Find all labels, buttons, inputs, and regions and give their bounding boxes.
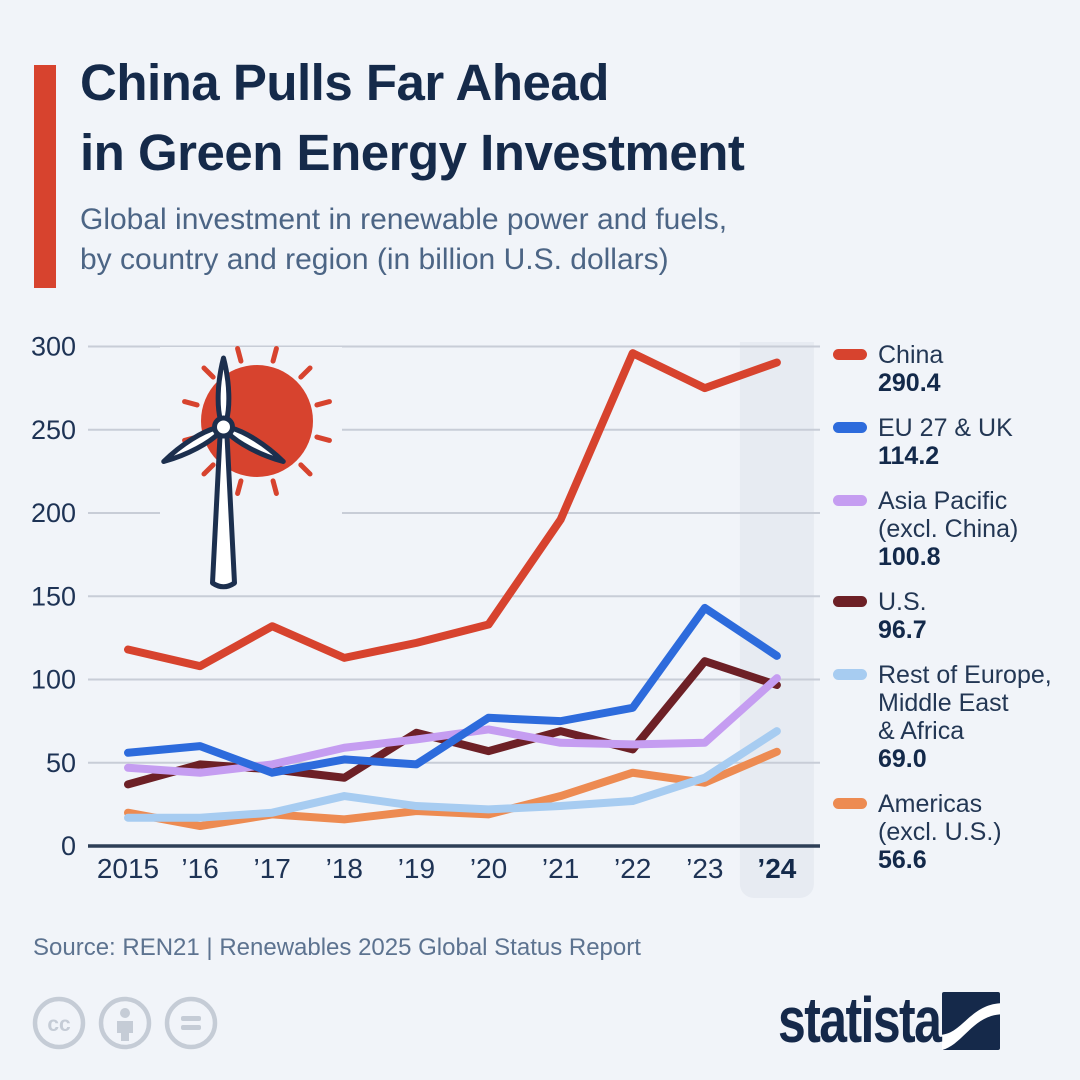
x-tick-label: ’23	[686, 853, 723, 884]
chart-subtitle: Global investment in renewable power and…	[80, 200, 727, 280]
x-tick-label: ’16	[181, 853, 218, 884]
y-tick-label: 0	[61, 831, 76, 861]
legend-item: Asia Pacific (excl. China) 100.8	[833, 487, 1052, 571]
legend-label: (excl. U.S.)	[878, 818, 1002, 846]
legend-item: China 290.4	[833, 341, 1052, 397]
y-tick-label: 300	[31, 332, 76, 362]
cc-icon[interactable]	[32, 996, 86, 1050]
equals-icon[interactable]	[164, 996, 218, 1050]
turbine-blade	[215, 355, 232, 423]
statista-logo-square-icon	[942, 992, 1001, 1050]
turbine-hub	[212, 415, 235, 439]
x-tick-label: ’19	[398, 853, 435, 884]
y-tick-label: 50	[46, 748, 76, 778]
legend-text: EU 27 & UK 114.2	[878, 414, 1013, 470]
legend-swatch	[833, 495, 867, 506]
legend-swatch	[833, 596, 867, 607]
series-line-americas-excl-u-s	[124, 747, 781, 831]
attribution-person-glyph	[117, 1008, 133, 1041]
wind-turbine-icon	[161, 355, 286, 590]
x-tick-label: ’18	[326, 853, 363, 884]
series-line-asia-pacific-excl-china	[124, 674, 781, 777]
highlight-band-2024	[739, 342, 814, 898]
legend-item: EU 27 & UK 114.2	[833, 414, 1052, 470]
series-line-eu-27-uk	[124, 603, 781, 777]
legend-label: EU 27 & UK	[878, 414, 1013, 442]
title-line-1: China Pulls Far Ahead	[80, 54, 609, 111]
legend-value: 290.4	[878, 369, 941, 397]
turbine-tower	[210, 433, 237, 590]
y-tick-label: 250	[31, 415, 76, 445]
legend-label: Middle East	[878, 689, 1009, 717]
legend-item: Americas (excl. U.S.) 56.6	[833, 790, 1052, 874]
legend-label: Rest of Europe,	[878, 661, 1052, 689]
subtitle-line-2: by country and region (in billion U.S. d…	[80, 243, 669, 276]
legend-text: Americas (excl. U.S.) 56.6	[878, 790, 1002, 874]
x-tick-label: ’20	[470, 853, 507, 884]
x-tick-label: ’21	[542, 853, 579, 884]
attribution-person-icon[interactable]	[98, 996, 152, 1050]
legend-label: & Africa	[878, 717, 965, 745]
x-tick-label: ’17	[254, 853, 291, 884]
legend-label: Americas	[878, 790, 983, 818]
legend-text: Asia Pacific (excl. China) 100.8	[878, 487, 1018, 571]
legend-value: 114.2	[878, 442, 940, 470]
legend-label: Asia Pacific	[878, 487, 1008, 515]
title-line-2: in Green Energy Investment	[80, 124, 745, 181]
legend-label: (excl. China)	[878, 515, 1019, 543]
legend-item: Rest of Europe, Middle East & Africa 69.0	[833, 661, 1052, 773]
wind-turbine-sun-illustration	[160, 346, 342, 591]
x-tick-label: ’24	[757, 853, 796, 884]
statista-wordmark: statista	[778, 984, 942, 1056]
y-tick-label: 100	[31, 665, 76, 695]
source-line: Source: REN21 | Renewables 2025 Global S…	[33, 934, 641, 961]
legend-swatch	[833, 349, 867, 360]
statista-logo[interactable]: statista	[778, 984, 1001, 1056]
legend-swatch	[833, 422, 867, 433]
chart-legend: China 290.4 EU 27 & UK 114.2 Asia Pacific (ex…	[833, 341, 1052, 874]
legend-label: U.S.	[878, 588, 927, 616]
legend-text: Rest of Europe, Middle East & Africa 69.0	[878, 661, 1052, 773]
legend-swatch	[833, 798, 867, 809]
equals-glyph	[181, 1016, 201, 1030]
legend-swatch	[833, 669, 867, 680]
legend-item: U.S. 96.7	[833, 588, 1052, 644]
cc-license-icons[interactable]: cc	[32, 995, 218, 1051]
x-tick-label: 2015	[97, 853, 159, 884]
cc-glyph: cc	[47, 1013, 71, 1036]
x-tick-label: ’22	[614, 853, 651, 884]
legend-text: U.S. 96.7	[878, 588, 927, 644]
legend-value: 100.8	[878, 543, 941, 571]
legend-text: China 290.4	[878, 341, 943, 397]
page-title: China Pulls Far Ahead in Green Energy Inv…	[80, 48, 745, 188]
legend-label: China	[878, 341, 944, 369]
legend-value: 56.6	[878, 846, 927, 874]
legend-value: 96.7	[878, 616, 927, 644]
y-tick-label: 150	[31, 581, 76, 611]
series-line-rest-of-europe-middle-east-africa	[124, 727, 781, 822]
series-line-china	[124, 349, 781, 671]
subtitle-line-1: Global investment in renewable power and…	[80, 203, 728, 236]
title-accent-bar	[34, 65, 56, 288]
y-tick-label: 200	[31, 498, 76, 528]
legend-value: 69.0	[878, 745, 927, 773]
